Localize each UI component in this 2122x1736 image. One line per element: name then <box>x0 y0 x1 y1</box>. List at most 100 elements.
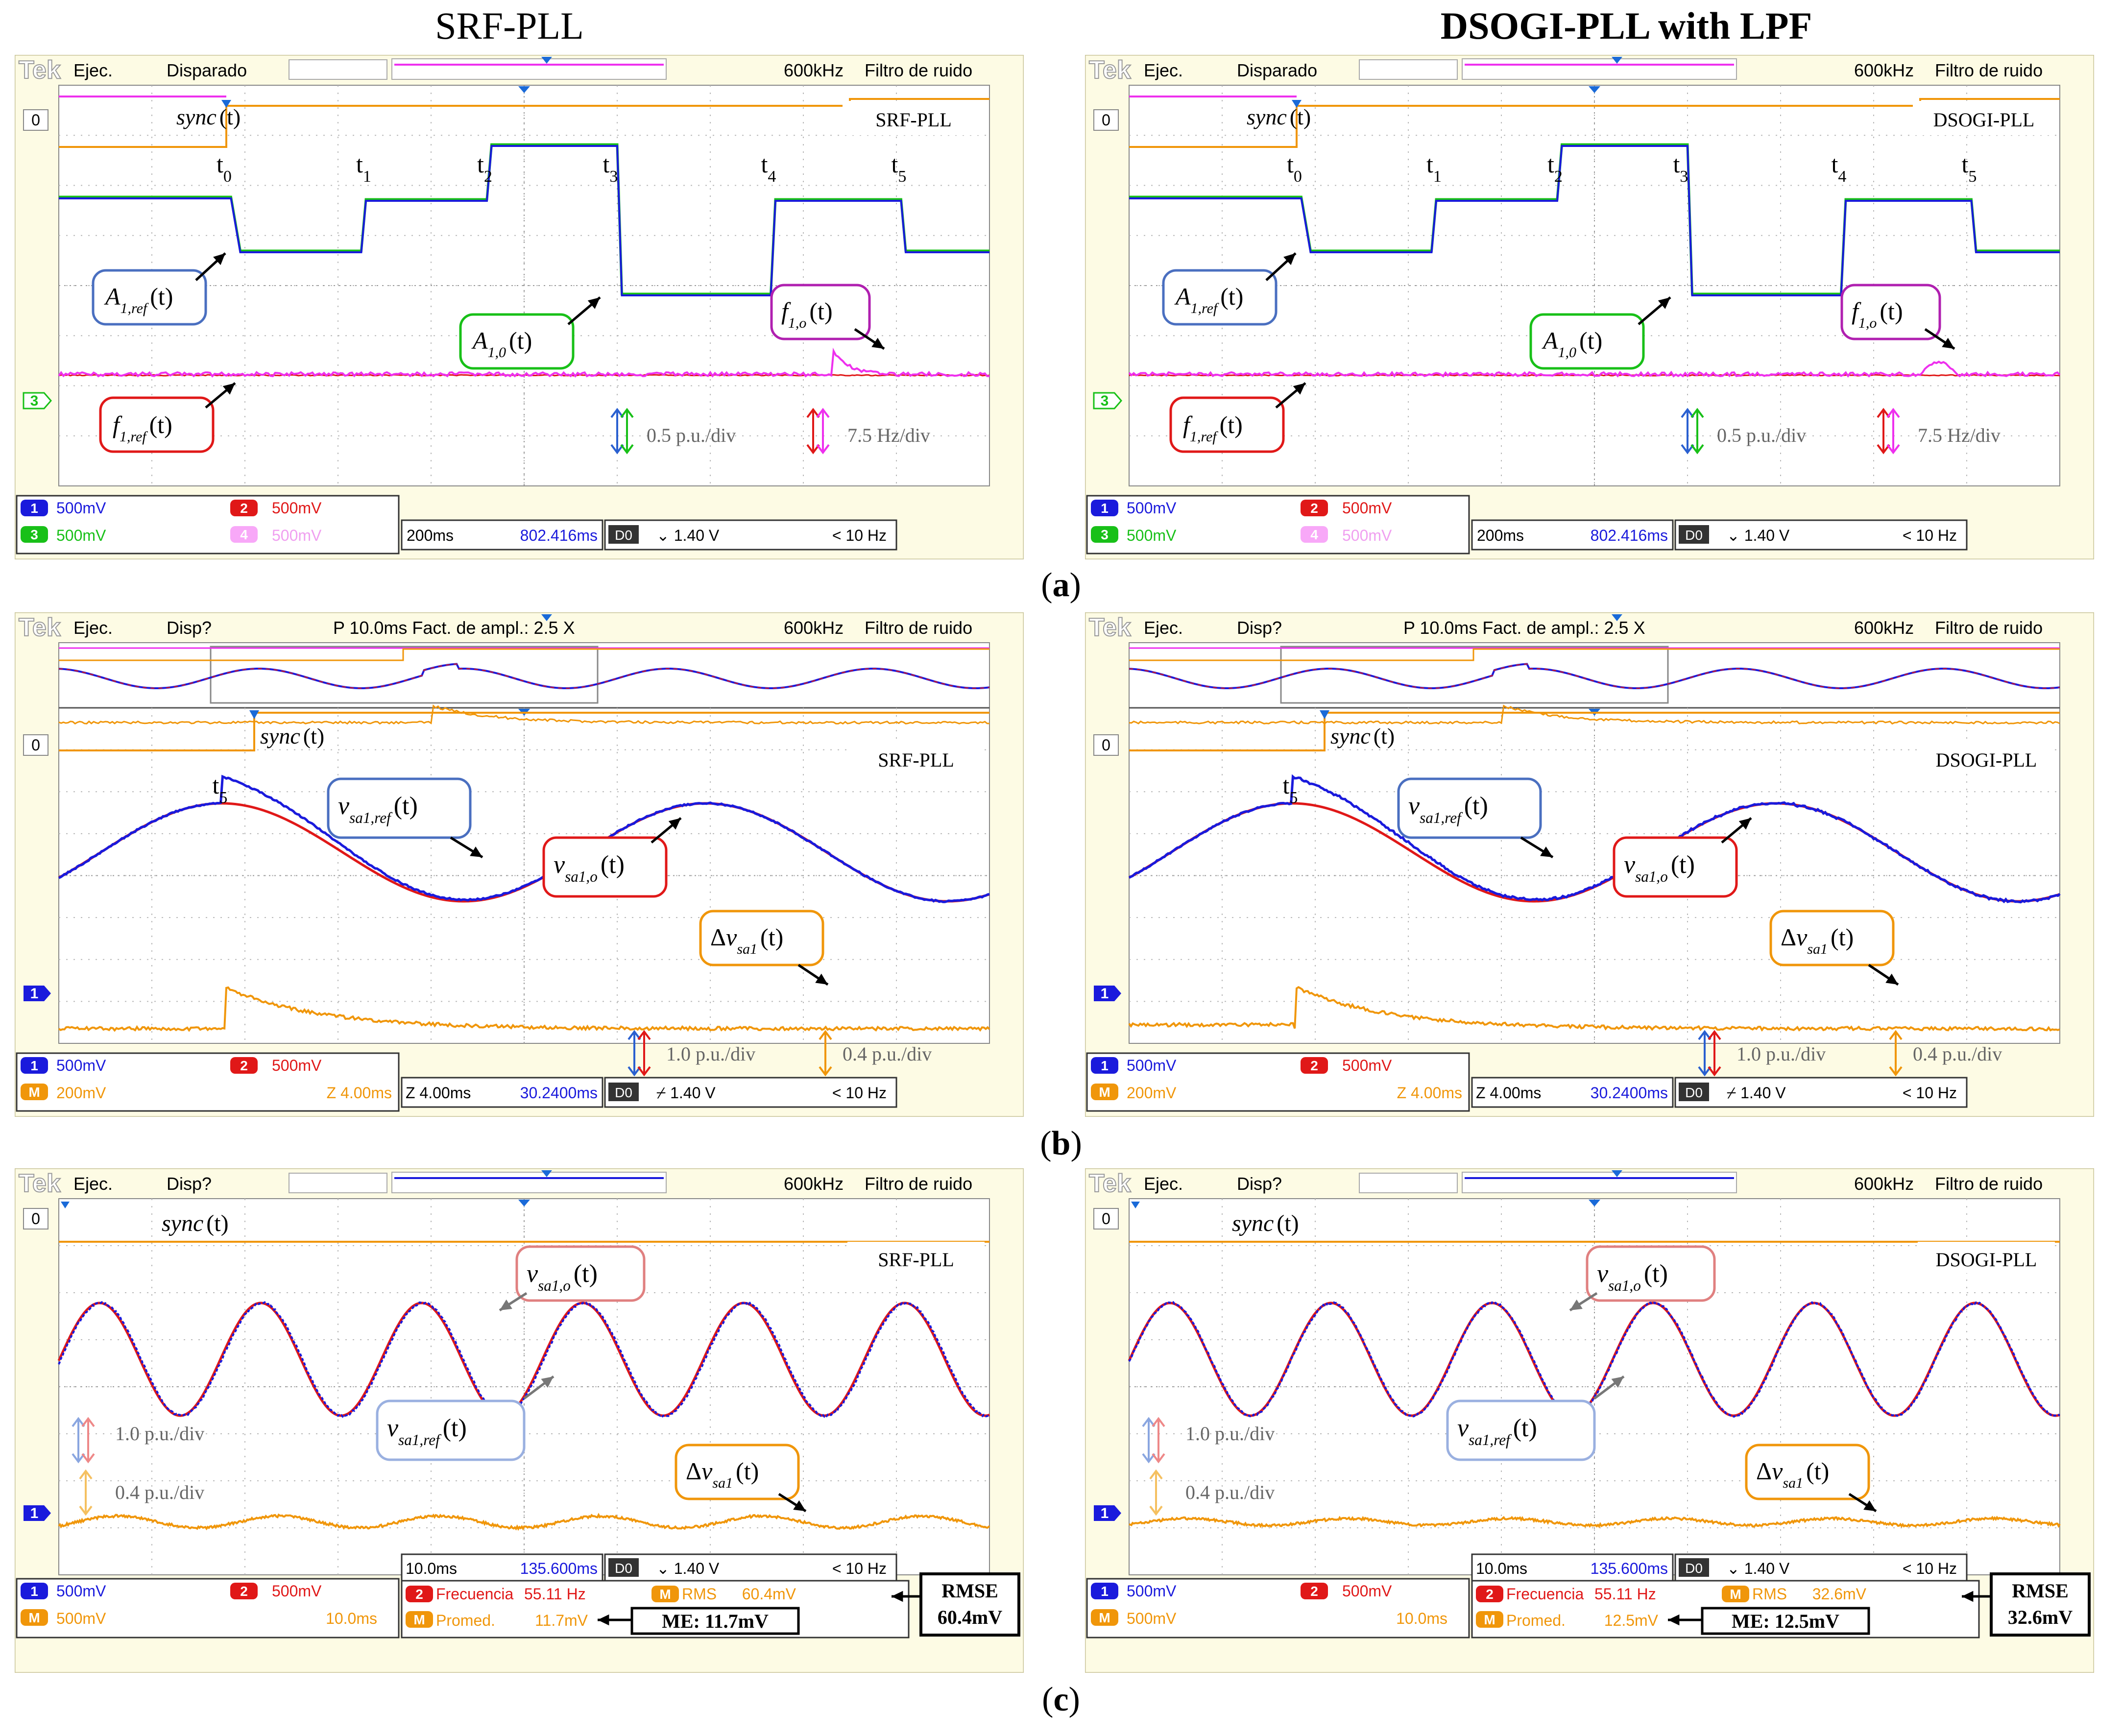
ch1-badge-text: 1 <box>30 1058 38 1073</box>
ch2-badge-text: 2 <box>240 501 248 516</box>
v-out-trace <box>58 774 990 903</box>
ch3-badge <box>21 526 48 543</box>
v-o-bubble <box>1586 1245 1716 1302</box>
trigger-marker <box>1131 1202 1140 1208</box>
ch1-badge-text: 1 <box>1101 501 1109 516</box>
meas-freq-label: Frecuencia <box>1506 1585 1584 1603</box>
scale-dv-up <box>1149 1469 1163 1480</box>
zoom-timebase: Z 4.00ms <box>1476 1084 1541 1102</box>
level-1-label: 1 <box>30 986 39 1002</box>
v-o-label: vsa1,o (t) <box>527 1260 598 1294</box>
trig-level: ⌄ 1.40 V <box>656 527 720 544</box>
f-ref-arrow-head <box>1293 383 1305 395</box>
level-3-label: 3 <box>30 393 39 409</box>
trig-freq: < 10 Hz <box>1903 527 1957 544</box>
record-view <box>391 58 667 80</box>
traces <box>1128 1241 2061 1528</box>
tag-bg <box>843 101 985 135</box>
dv-label: Δvsa1 (t) <box>710 923 783 957</box>
math-badge <box>21 1084 48 1100</box>
trig-freq: < 10 Hz <box>832 1084 887 1102</box>
trig-src-badge <box>608 1083 639 1101</box>
column-title-srf: SRF-PLL <box>435 4 584 47</box>
trigger-pos-marker <box>541 614 552 621</box>
ch2-scale: 500mV <box>272 1057 322 1074</box>
scale-f-label: 7.5 Hz/div <box>1918 424 2001 446</box>
scale-v-up-1 <box>1708 1030 1721 1040</box>
level-0-box <box>1093 1208 1119 1230</box>
noise-filter: Filtro de ruido <box>865 1174 972 1194</box>
sync-trace <box>59 98 989 148</box>
scale-dv-label: 0.4 p.u./div <box>1913 1043 2002 1065</box>
meas-mean-badge-text: M <box>413 1612 425 1627</box>
trigger-box <box>1674 1077 1968 1108</box>
trig-level: ⌿ 1.40 V <box>656 1084 716 1102</box>
ch1-scale: 500mV <box>1127 1057 1177 1074</box>
tek-logo: Tek <box>19 56 61 84</box>
level-0-label: 0 <box>1102 1210 1110 1228</box>
ch2-badge <box>1301 1057 1328 1074</box>
ch1-badge-text: 1 <box>30 501 38 516</box>
scale-dv-dn <box>819 1066 832 1077</box>
f-ref-bubble <box>1169 396 1285 453</box>
header-box-1 <box>289 59 387 80</box>
scale-a-dn-0 <box>610 444 624 455</box>
trigger-box <box>1674 519 1968 551</box>
scale-v-up-0 <box>1142 1417 1156 1427</box>
trigger-box <box>1674 1553 1968 1583</box>
scale-dv-dn <box>79 1505 93 1516</box>
a-ref-arrow-head <box>213 253 225 265</box>
dv-bubble <box>1769 910 1895 966</box>
scope-c-dsogi: Tek Ejec. Disp? 600kHz Filtro de ruido 0 1 sync… <box>1085 1168 2094 1673</box>
f-o-bubble <box>770 284 871 340</box>
math-badge <box>1091 1084 1118 1100</box>
dv-arrow-head <box>1863 1500 1876 1511</box>
sync-label: sync (t) <box>1232 1210 1299 1236</box>
scale-a-dn-0 <box>1681 444 1694 455</box>
trig-level: ⌄ 1.40 V <box>656 1560 720 1577</box>
v-ref-label: vsa1,ref (t) <box>387 1414 467 1448</box>
timebase-box <box>401 1077 603 1108</box>
header-box-1 <box>1359 1173 1458 1193</box>
timebase: 200ms <box>407 527 454 544</box>
time-position: 802.416ms <box>1591 527 1668 544</box>
trigger-box <box>604 1553 897 1583</box>
level-0-label: 0 <box>31 1210 40 1228</box>
meas-mean-badge <box>406 1611 433 1628</box>
scope-svg: Tek Ejec. Disp? P 10.0ms Fact. de ampl.: 2.… <box>15 612 1024 1117</box>
level-3-box <box>23 392 52 410</box>
ch1-badge <box>1091 1583 1118 1599</box>
column-title-dsogi: DSOGI-PLL with LPF <box>1440 4 1812 47</box>
dv-label: Δvsa1 (t) <box>1756 1457 1829 1491</box>
trigger-status: Disparado <box>1237 60 1317 80</box>
scope-tag: SRF-PLL <box>878 749 954 771</box>
rmse-arrow-head <box>892 1591 903 1602</box>
rmse-value: 60.4mV <box>938 1606 1002 1628</box>
meas-freq-badge <box>1476 1586 1503 1602</box>
scale-dv-up <box>1889 1030 1903 1040</box>
v-o-label: vsa1,o (t) <box>1597 1260 1668 1294</box>
marker-t2: t2 <box>1547 150 1563 186</box>
record-view <box>391 1172 667 1193</box>
error-trace <box>1129 1516 2061 1528</box>
trig-src: D0 <box>1685 1085 1703 1100</box>
ch3-scale: 500mV <box>56 527 106 544</box>
ch4-scale: 500mV <box>1342 527 1392 544</box>
v-o-arrow-head <box>1738 818 1751 830</box>
level-0-box <box>1093 109 1119 131</box>
channel-box <box>1086 1578 1470 1639</box>
scale-a-label: 0.5 p.u./div <box>1717 424 1806 446</box>
f-out-trace <box>58 347 990 378</box>
channel-box <box>16 1578 400 1639</box>
meas-rms-label: RMS <box>1752 1585 1787 1603</box>
bandwidth: 600kHz <box>1854 618 1914 638</box>
v-o-label: vsa1,o (t) <box>554 851 625 885</box>
traces <box>1128 96 2061 378</box>
level-1-box <box>24 986 51 1001</box>
marker-t1: t1 <box>356 150 371 186</box>
ch1-scale: 500mV <box>56 1057 106 1074</box>
error-trace <box>58 986 990 1032</box>
bandwidth: 600kHz <box>784 1174 844 1194</box>
scale-v-label: 1.0 p.u./div <box>1185 1423 1275 1445</box>
a-o-arrow-head <box>1658 297 1670 309</box>
